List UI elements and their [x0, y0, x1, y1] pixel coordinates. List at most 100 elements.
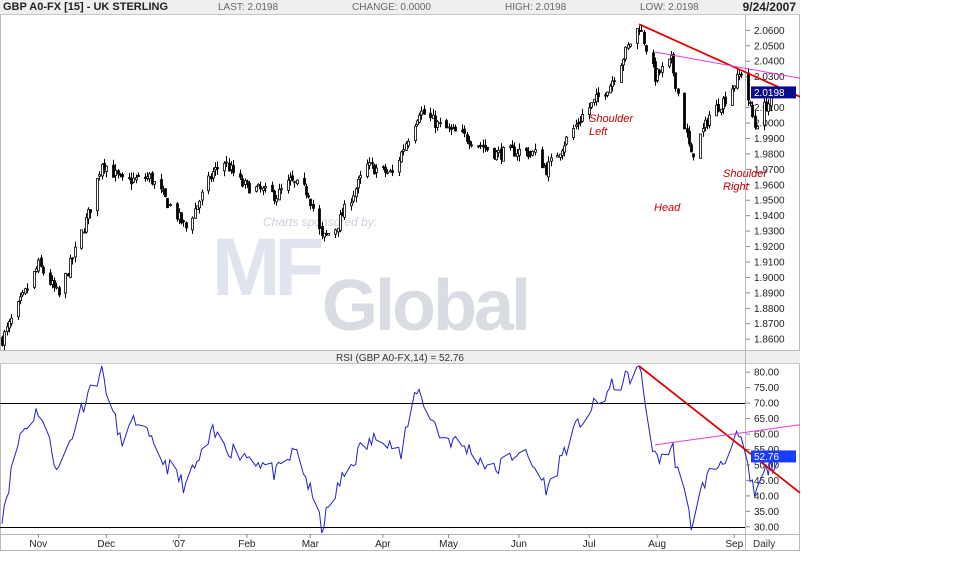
candle-body [352, 195, 355, 202]
candle-body [720, 108, 723, 113]
candle-body [502, 146, 505, 162]
candle-body [534, 149, 537, 153]
candle-body [321, 226, 324, 236]
candle-body [468, 140, 471, 145]
price-tick-label: 1.9000 [754, 273, 785, 284]
candle-body [531, 151, 534, 156]
candle-body [148, 173, 151, 180]
rsi-header-bar [0, 351, 800, 363]
candle-body [334, 229, 337, 235]
candle-body [497, 149, 500, 154]
candle-body [423, 108, 426, 115]
price-tick-label: 1.9400 [754, 211, 785, 222]
candle-body [259, 186, 262, 190]
candle-body [6, 326, 9, 332]
candle-body [69, 257, 72, 278]
price-tick-label: 1.9200 [754, 242, 785, 253]
candle-body [402, 149, 405, 152]
price-last-label: 2.0198 [754, 88, 785, 99]
x-tick-label: Mar [302, 539, 320, 550]
candle-body [53, 280, 56, 288]
candle-body [166, 197, 169, 209]
candle-body [384, 166, 387, 173]
candle-body [153, 181, 156, 185]
annotation-head: Head [654, 202, 681, 214]
candle-body [117, 170, 120, 175]
rsi-tick-label: 30.00 [754, 522, 779, 533]
rsi-tick-label: 65.00 [754, 414, 779, 425]
candle-body [550, 157, 553, 162]
candle-body [495, 151, 498, 161]
candle-body [327, 233, 330, 236]
rsi-last-label: 52.76 [754, 452, 779, 463]
candle-body [763, 102, 766, 126]
rsi-tick-label: 35.00 [754, 507, 779, 518]
quote-date: 9/24/2007 [742, 0, 796, 14]
candle-body [169, 204, 172, 207]
pattern-annotations: Shoulder Left Head Shoulder Right [589, 113, 768, 214]
magenta-price-trendline [654, 51, 801, 79]
candle-body [674, 72, 677, 89]
candle-body [767, 103, 770, 112]
rsi-line [1, 365, 781, 534]
candle-body [151, 172, 154, 185]
candle-body [624, 46, 627, 60]
rsi-tick-label: 75.00 [754, 383, 779, 394]
quote-header: GBP A0-FX [15] - UK STERLING LAST: 2.019… [0, 0, 800, 15]
candle-body [386, 171, 389, 174]
rsi-series [1, 365, 781, 534]
price-last-value-marker: 2.0198 [751, 86, 796, 99]
candle-body [83, 231, 86, 234]
candle-body [479, 144, 482, 147]
candle-body [418, 114, 421, 123]
candle-body [658, 69, 661, 74]
candle-body [398, 160, 401, 173]
x-tick-label: Feb [238, 539, 256, 550]
candle-body [80, 229, 83, 249]
candle-body [724, 96, 727, 105]
price-tick-label: 1.9800 [754, 149, 785, 160]
candle-body [180, 212, 183, 224]
candle-body [318, 208, 321, 230]
candle-body [135, 177, 138, 181]
candle-body [17, 301, 20, 318]
candle-body [291, 175, 294, 181]
candle-body [668, 58, 671, 67]
price-tick-label: 1.8600 [754, 335, 785, 346]
candle-body [98, 174, 101, 177]
candle-body [391, 170, 394, 173]
candle-body [733, 85, 736, 89]
candle-body [71, 257, 74, 260]
price-tick-label: 2.0500 [754, 41, 785, 52]
candle-body [702, 128, 705, 133]
trendlines [638, 23, 801, 494]
candle-body [275, 198, 278, 203]
candle-body [58, 287, 61, 296]
candle-body [736, 73, 739, 89]
candle-body [577, 122, 580, 125]
candle-body [185, 222, 188, 229]
x-tick-label: Jul [583, 539, 596, 550]
candle-body [484, 145, 487, 149]
magenta-rsi-trendline [654, 424, 801, 446]
candle-body [588, 107, 591, 116]
x-tick-label: Sep [725, 539, 743, 550]
price-last-box [751, 86, 796, 99]
candle-body [19, 296, 22, 302]
candle-body [262, 187, 265, 192]
candle-body [620, 65, 623, 83]
change-value: CHANGE: 0.0000 [352, 2, 431, 13]
candle-body [416, 120, 419, 126]
rsi-last-box [751, 450, 796, 463]
candle-body [470, 144, 473, 147]
candle-body [366, 163, 369, 177]
candle-body [137, 175, 140, 177]
chart-frame [0, 0, 800, 551]
annotation-left-shoulder-2: Left [589, 126, 608, 138]
candle-body [414, 125, 417, 142]
price-tick-label: 1.8700 [754, 319, 785, 330]
candle-body [448, 126, 451, 129]
red-price-trendline [638, 23, 801, 98]
candle-body [101, 164, 104, 177]
